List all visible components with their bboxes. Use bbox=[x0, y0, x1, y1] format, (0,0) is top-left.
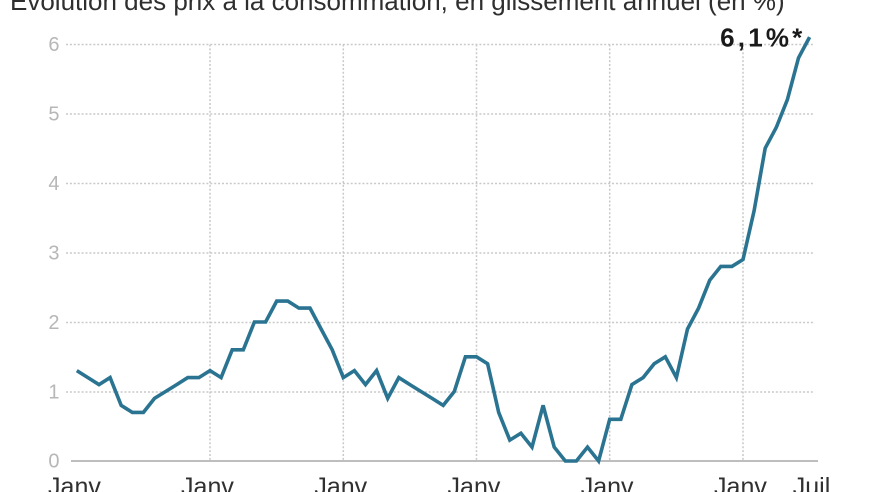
svg-text:Janv.: Janv. bbox=[448, 473, 506, 492]
svg-text:0: 0 bbox=[48, 451, 59, 473]
svg-text:Janv.: Janv. bbox=[314, 473, 372, 492]
svg-text:3: 3 bbox=[48, 242, 59, 264]
svg-text:6,1%*: 6,1%* bbox=[720, 23, 805, 53]
svg-text:2: 2 bbox=[48, 312, 59, 334]
svg-text:Janv.: Janv. bbox=[181, 473, 239, 492]
svg-text:Évolution des prix à la consom: Évolution des prix à la consommation, en… bbox=[10, 0, 785, 16]
svg-text:Juil.: Juil. bbox=[793, 473, 837, 492]
svg-text:4: 4 bbox=[48, 173, 59, 195]
svg-text:Janv.: Janv. bbox=[48, 473, 106, 492]
svg-text:6: 6 bbox=[48, 34, 59, 56]
svg-text:Janv.: Janv. bbox=[581, 473, 639, 492]
svg-text:Janv.: Janv. bbox=[714, 473, 772, 492]
svg-text:5: 5 bbox=[48, 103, 59, 125]
svg-text:1: 1 bbox=[48, 381, 59, 403]
